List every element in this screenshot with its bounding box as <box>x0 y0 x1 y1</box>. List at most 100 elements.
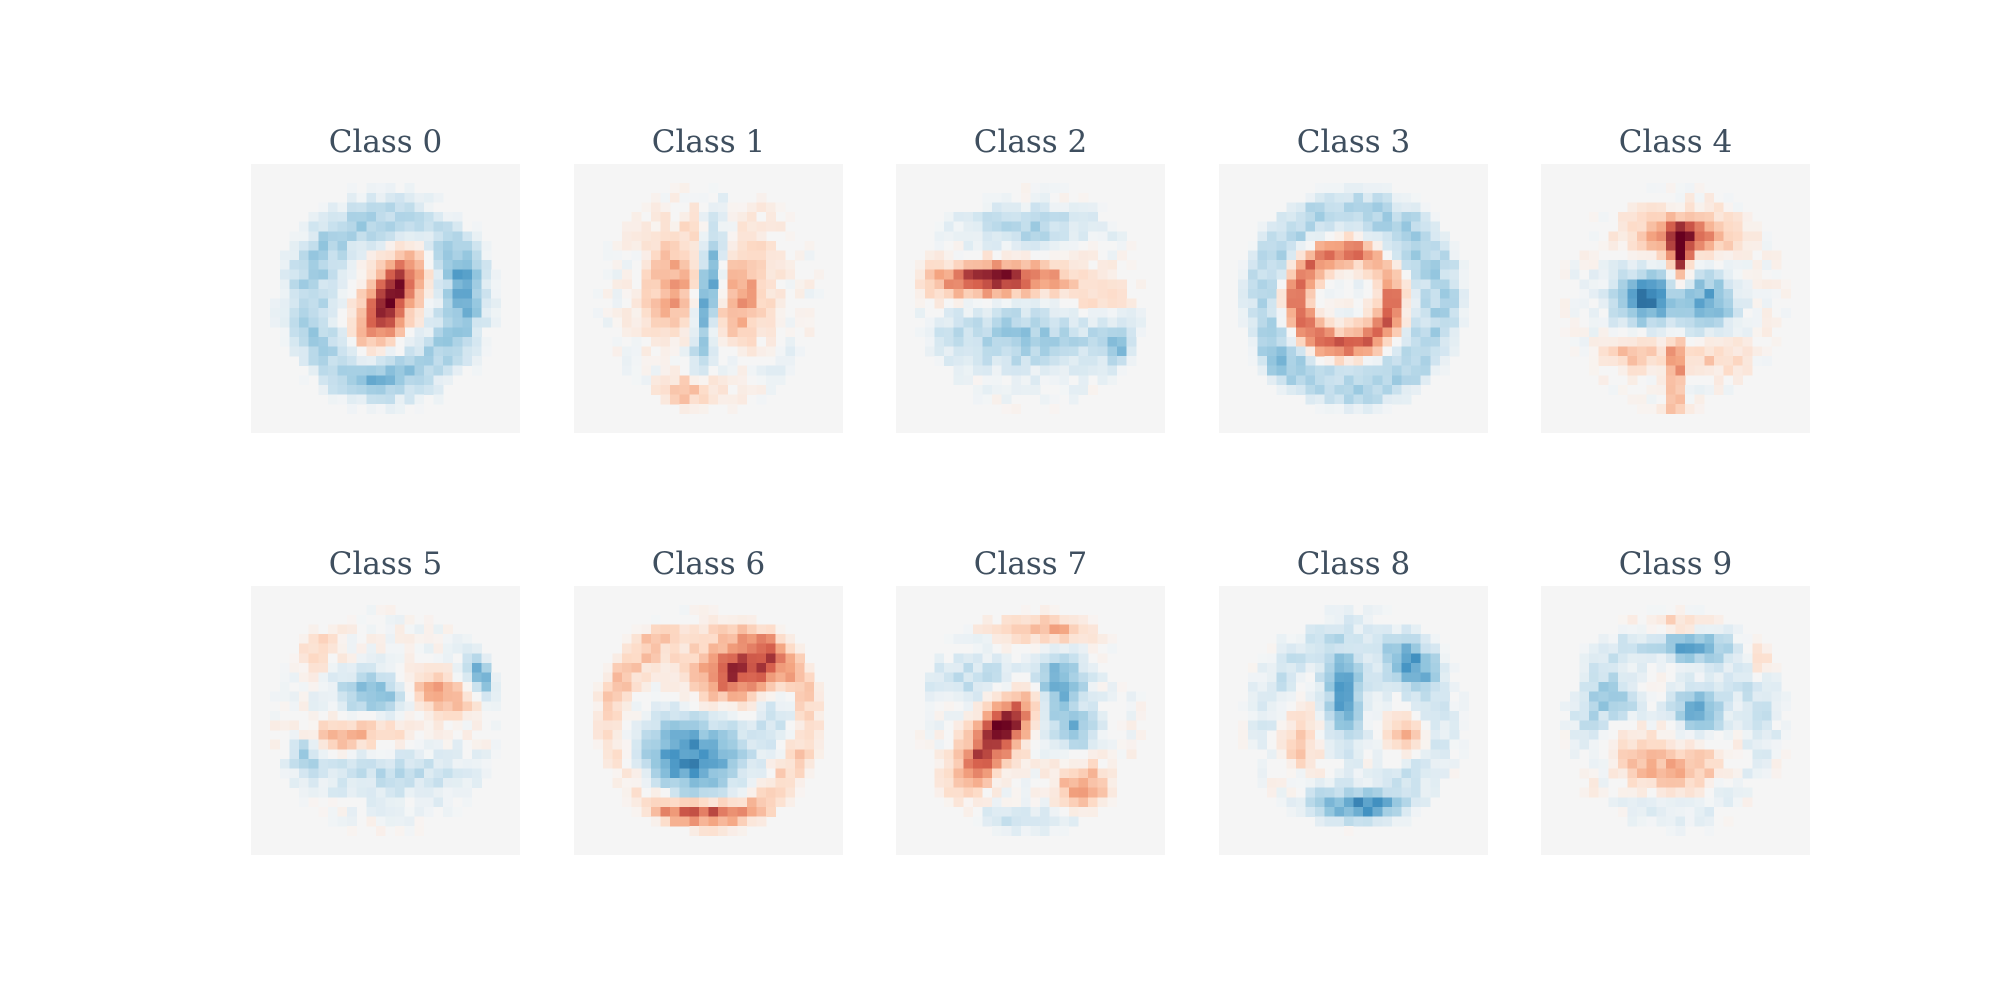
heatmap-cell <box>775 634 786 644</box>
heatmap-cell <box>1078 758 1089 769</box>
heatmap-cell <box>1439 346 1450 357</box>
heatmap-cell <box>1713 221 1724 232</box>
heatmap-cell <box>698 614 709 625</box>
heatmap-cell <box>689 730 700 740</box>
heatmap-cell <box>1315 260 1325 270</box>
heatmap-cell <box>481 279 492 290</box>
heatmap-cell <box>1030 720 1041 731</box>
heatmap-cell <box>708 308 719 318</box>
heatmap-cell <box>308 624 319 635</box>
heatmap-cell <box>814 710 824 721</box>
heatmap-cell <box>1761 730 1772 740</box>
heatmap-cell <box>1439 749 1450 760</box>
heatmap-cell <box>982 720 993 731</box>
heatmap-cell <box>660 192 671 203</box>
heatmap-cell <box>1372 308 1383 318</box>
heatmap-cell <box>1704 749 1715 760</box>
heatmap-cell <box>631 758 642 769</box>
heatmap-cell <box>708 768 719 779</box>
panel-class-1: Class 1 <box>574 120 843 433</box>
heatmap-cell <box>337 231 348 242</box>
heatmap-cell <box>746 816 757 827</box>
heatmap-cell <box>1382 404 1393 414</box>
heatmap-cell <box>1646 240 1657 251</box>
heatmap-cell <box>953 634 964 644</box>
heatmap-cell <box>1723 768 1734 779</box>
heatmap-cell <box>660 739 671 750</box>
heatmap-cell <box>1627 778 1638 788</box>
heatmap-cell <box>279 308 290 318</box>
heatmap-cell <box>1579 787 1590 798</box>
heatmap-cell <box>1334 260 1345 270</box>
heatmap-cell <box>1627 682 1638 692</box>
heatmap-cell <box>356 231 367 242</box>
heatmap-cell <box>698 298 709 309</box>
heatmap-cell <box>963 672 974 683</box>
heatmap-cell <box>327 365 338 376</box>
heatmap-cell <box>1049 826 1060 836</box>
heatmap-cell <box>1247 356 1258 366</box>
heatmap-cell <box>1238 288 1249 299</box>
heatmap-cell <box>924 336 935 347</box>
heatmap-cell <box>1353 365 1364 376</box>
heatmap-cell <box>982 768 993 779</box>
heatmap-cell <box>356 202 367 213</box>
heatmap-cell <box>1363 701 1373 712</box>
heatmap-cell <box>924 269 935 280</box>
heatmap-cell <box>1353 240 1364 251</box>
heatmap-cell <box>433 739 444 750</box>
heatmap-cell <box>1598 240 1609 251</box>
heatmap-cell <box>1723 192 1734 203</box>
heatmap-cell <box>972 730 983 740</box>
heatmap-cell <box>650 758 661 769</box>
heatmap-cell <box>1324 701 1335 712</box>
heatmap-cell <box>660 394 671 405</box>
heatmap-cell <box>1685 662 1695 673</box>
heatmap-cell <box>1372 192 1383 203</box>
heatmap-cell <box>1030 730 1041 740</box>
heatmap-cell <box>1391 806 1402 817</box>
heatmap-cell <box>718 643 728 654</box>
heatmap-cell <box>934 730 945 740</box>
heatmap-cell <box>1449 240 1460 251</box>
heatmap-cell <box>1752 730 1763 740</box>
heatmap-cell <box>602 250 613 261</box>
heatmap-cell <box>737 346 748 357</box>
heatmap-cell <box>737 279 748 290</box>
heatmap-cell <box>670 758 680 769</box>
heatmap-cell <box>650 643 661 654</box>
heatmap-cell <box>404 336 415 347</box>
heatmap-cell <box>1059 653 1070 664</box>
heatmap-cell <box>308 240 319 251</box>
heatmap-cell <box>804 682 815 692</box>
heatmap-cell <box>1382 279 1393 290</box>
heatmap-cell <box>1560 260 1571 270</box>
heatmap-cell <box>1694 346 1705 357</box>
heatmap-cell <box>1363 614 1373 625</box>
heatmap-cell <box>1078 365 1089 376</box>
heatmap-cell <box>1247 279 1258 290</box>
heatmap-cell <box>414 701 425 712</box>
heatmap-cell <box>385 384 396 395</box>
heatmap-cell <box>1136 710 1146 721</box>
heatmap-cell <box>756 701 767 712</box>
heatmap-cell <box>308 691 319 702</box>
heatmap-cell <box>1020 298 1031 309</box>
heatmap-cell <box>395 701 405 712</box>
heatmap-cell <box>1675 691 1686 702</box>
heatmap-cell <box>1295 317 1306 328</box>
heatmap-cell <box>481 336 492 347</box>
heatmap-cell <box>1049 212 1060 222</box>
heatmap-cell <box>1238 298 1249 309</box>
heatmap-cell <box>1020 202 1031 213</box>
heatmap-cell <box>366 701 377 712</box>
heatmap-cell <box>1627 250 1638 261</box>
heatmap-cell <box>924 691 935 702</box>
heatmap-cell <box>1334 816 1345 827</box>
heatmap-cell <box>1459 269 1469 280</box>
heatmap-cell <box>785 634 796 644</box>
heatmap-cell <box>670 183 680 194</box>
heatmap-cell <box>1059 308 1070 318</box>
heatmap-cell <box>992 797 1002 808</box>
heatmap-cell <box>1353 327 1364 338</box>
